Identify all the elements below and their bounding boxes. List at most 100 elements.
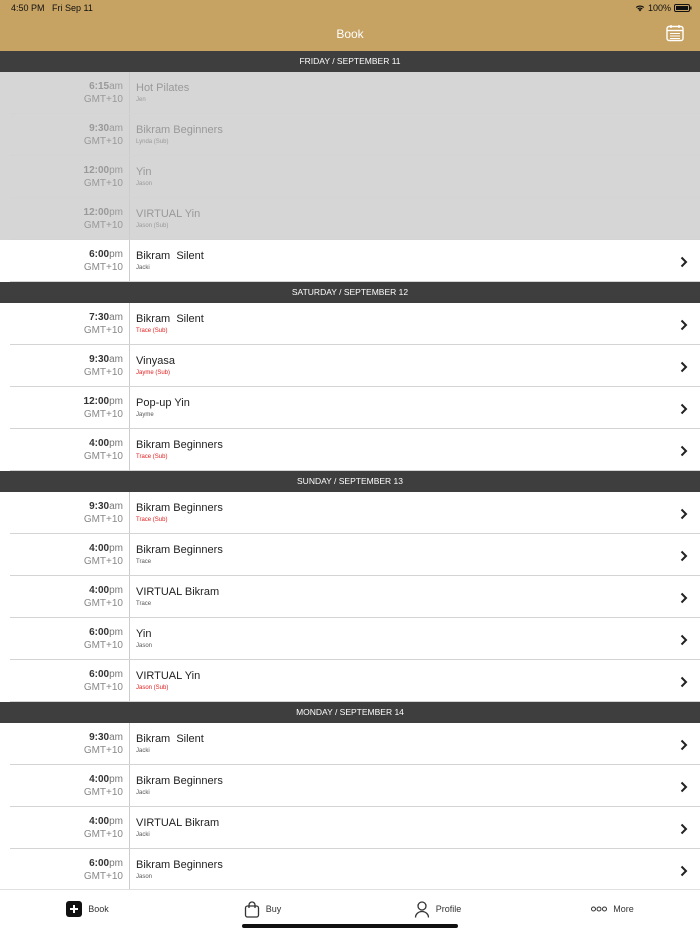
time-period: pm bbox=[109, 438, 123, 449]
status-time: 4:50 PM bbox=[11, 3, 45, 13]
time-value: 4:00 bbox=[89, 543, 110, 554]
time-column: 4:00pm GMT+10 bbox=[0, 429, 130, 471]
class-row[interactable]: 12:00pm GMT+10 Pop-up Yin Jayme bbox=[0, 387, 700, 429]
tab-icon bbox=[591, 906, 608, 912]
timezone: GMT+10 bbox=[83, 262, 123, 273]
class-row: 9:30am GMT+10 Bikram Beginners Lynda (Sub) bbox=[0, 114, 700, 156]
time-column: 12:00pm GMT+10 bbox=[0, 156, 130, 198]
class-name: Bikram Beginners bbox=[136, 859, 223, 871]
class-row[interactable]: 6:00pm GMT+10 Bikram Silent Jacki bbox=[0, 240, 700, 282]
time-period: am bbox=[109, 312, 123, 323]
time-period: am bbox=[109, 732, 123, 743]
tab[interactable]: Book bbox=[0, 890, 175, 928]
top-bar: 4:50 PM Fri Sep 11 100% Book bbox=[0, 0, 700, 51]
instructor: Jacki bbox=[136, 832, 150, 838]
instructor: Trace bbox=[136, 601, 152, 607]
time-column: 6:00pm GMT+10 bbox=[0, 849, 130, 889]
class-row: 12:00pm GMT+10 Yin Jason bbox=[0, 156, 700, 198]
time-column: 6:00pm GMT+10 bbox=[0, 240, 130, 282]
class-row[interactable]: 6:00pm GMT+10 VIRTUAL Yin Jason (Sub) bbox=[0, 660, 700, 702]
chevron bbox=[680, 256, 688, 268]
time: 6:00pm bbox=[89, 627, 123, 638]
class-name: Bikram Beginners bbox=[136, 439, 223, 451]
calendar-button[interactable] bbox=[666, 24, 684, 42]
class-name: Yin bbox=[136, 166, 152, 178]
class-name: Bikram Beginners bbox=[136, 502, 223, 514]
class-row[interactable]: 4:00pm GMT+10 Bikram Beginners Trace (Sub) bbox=[0, 429, 700, 471]
timezone: GMT+10 bbox=[83, 451, 123, 462]
timezone: GMT+10 bbox=[83, 787, 123, 798]
class-row[interactable]: 6:00pm GMT+10 Bikram Beginners Jason bbox=[0, 849, 700, 889]
timezone: GMT+10 bbox=[83, 367, 123, 378]
time: 12:00pm bbox=[84, 396, 123, 407]
time-period: pm bbox=[109, 816, 123, 827]
time-value: 9:30 bbox=[89, 732, 110, 743]
class-row[interactable]: 6:00pm GMT+10 Yin Jason bbox=[0, 618, 700, 660]
time: 6:00pm bbox=[89, 249, 123, 260]
chevron bbox=[680, 634, 688, 646]
timezone: GMT+10 bbox=[83, 409, 123, 420]
time: 9:30am bbox=[89, 501, 123, 512]
class-row[interactable]: 9:30am GMT+10 Vinyasa Jayme (Sub) bbox=[0, 345, 700, 387]
timezone: GMT+10 bbox=[83, 829, 123, 840]
class-row[interactable]: 9:30am GMT+10 Bikram Beginners Trace (Sub) bbox=[0, 492, 700, 534]
tab[interactable]: Buy bbox=[175, 890, 350, 928]
instructor: Jayme (Sub) bbox=[136, 370, 171, 376]
time: 6:00pm bbox=[89, 669, 123, 680]
time: 4:00pm bbox=[89, 438, 123, 449]
chevron bbox=[680, 445, 688, 457]
class-name: VIRTUAL Bikram bbox=[136, 817, 220, 829]
class-row[interactable]: 4:00pm GMT+10 Bikram Beginners Trace bbox=[0, 534, 700, 576]
time-period: am bbox=[109, 354, 123, 365]
chevron-wrap bbox=[680, 633, 688, 651]
tab-label: Buy bbox=[265, 904, 282, 914]
time: 4:00pm bbox=[89, 585, 123, 596]
time-value: 12:00 bbox=[83, 207, 110, 218]
time: 4:00pm bbox=[89, 774, 123, 785]
time-value: 9:30 bbox=[89, 501, 110, 512]
class-name: Bikram Beginners bbox=[136, 124, 223, 136]
tab[interactable]: Profile bbox=[350, 890, 525, 928]
battery-icon bbox=[674, 4, 692, 12]
wifi-icon bbox=[635, 5, 645, 12]
class-name: Pop-up Yin bbox=[136, 397, 190, 409]
instructor: Jayme bbox=[136, 412, 154, 418]
class-row[interactable]: 7:30am GMT+10 Bikram Silent Trace (Sub) bbox=[0, 303, 700, 345]
time: 4:00pm bbox=[89, 543, 123, 554]
time-period: pm bbox=[109, 165, 123, 176]
time: 9:30am bbox=[89, 354, 123, 365]
tab[interactable]: More bbox=[525, 890, 700, 928]
instructor: Jason (Sub) bbox=[136, 685, 169, 691]
chevron-wrap bbox=[680, 255, 688, 273]
chevron bbox=[680, 823, 688, 835]
chevron bbox=[680, 592, 688, 604]
class-name: Bikram Silent bbox=[136, 733, 204, 745]
time-period: am bbox=[109, 81, 123, 92]
time: 9:30am bbox=[89, 123, 123, 134]
class-row[interactable]: 9:30am GMT+10 Bikram Silent Jacki bbox=[0, 723, 700, 765]
time-column: 4:00pm GMT+10 bbox=[0, 807, 130, 849]
time-value: 6:00 bbox=[89, 627, 110, 638]
timezone: GMT+10 bbox=[83, 556, 123, 567]
section-header: FRIDAY / SEPTEMBER 11 bbox=[0, 51, 700, 72]
time-period: pm bbox=[109, 774, 123, 785]
time: 12:00pm bbox=[84, 207, 123, 218]
tab-icon bbox=[414, 900, 429, 918]
class-name: Vinyasa bbox=[136, 355, 175, 367]
tab-bar: Book Buy Profile More bbox=[0, 889, 700, 934]
time-period: pm bbox=[109, 207, 123, 218]
time-column: 4:00pm GMT+10 bbox=[0, 534, 130, 576]
class-row[interactable]: 4:00pm GMT+10 Bikram Beginners Jacki bbox=[0, 765, 700, 807]
class-row[interactable]: 4:00pm GMT+10 VIRTUAL Bikram Trace bbox=[0, 576, 700, 618]
instructor: Jason bbox=[136, 874, 153, 880]
timezone: GMT+10 bbox=[83, 745, 123, 756]
chevron-wrap bbox=[680, 444, 688, 462]
status-date: Fri Sep 11 bbox=[52, 3, 93, 13]
time-period: pm bbox=[109, 396, 123, 407]
class-row[interactable]: 4:00pm GMT+10 VIRTUAL Bikram Jacki bbox=[0, 807, 700, 849]
time-value: 7:30 bbox=[89, 312, 110, 323]
instructor: Jacki bbox=[136, 790, 150, 796]
chevron bbox=[680, 508, 688, 520]
tab-icon bbox=[244, 900, 259, 918]
class-row: 6:15am GMT+10 Hot Pilates Jen bbox=[0, 72, 700, 114]
